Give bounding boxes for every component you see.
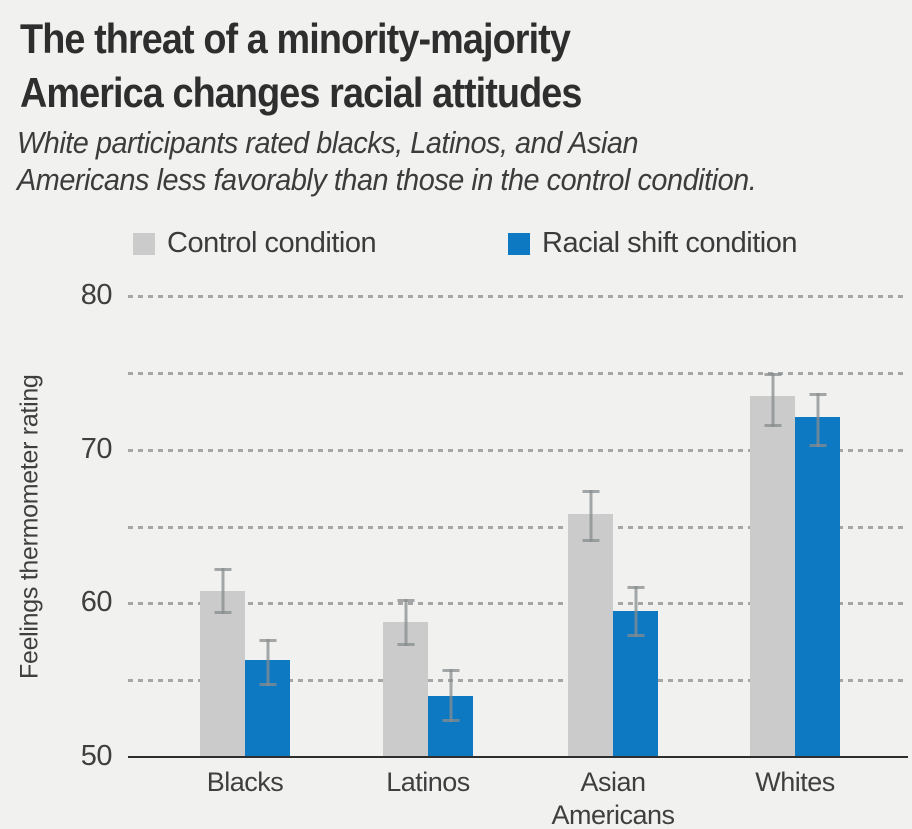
- error-bar-cap-bottom: [764, 423, 781, 427]
- error-bar-cap-top: [764, 372, 781, 376]
- bar-racial-shift-condition-whites: [795, 417, 840, 757]
- error-bar-cap-top: [582, 489, 599, 493]
- error-bar-cap-bottom: [214, 611, 231, 615]
- error-bar-control-condition-blacks: [214, 567, 232, 615]
- error-bar-racial-shift-condition-blacks: [259, 638, 277, 687]
- error-bar-stem: [404, 598, 407, 647]
- bar-control-condition-asian-americans: [568, 514, 613, 757]
- error-bar-racial-shift-condition-asian-americans: [627, 586, 645, 638]
- chart-subtitle-line-1: White participants rated blacks, Latinos…: [17, 125, 639, 160]
- error-bar-racial-shift-condition-whites: [809, 392, 827, 447]
- chart-title-line-1: The threat of a minority-majority: [20, 15, 571, 62]
- error-bar-cap-top: [259, 638, 276, 642]
- error-bar-stem: [221, 567, 224, 615]
- error-bar-stem: [266, 638, 269, 687]
- error-bar-cap-top: [214, 567, 231, 571]
- chart-title-line-2: America changes racial attitudes: [20, 69, 582, 116]
- y-tick-label-50: 50: [80, 740, 113, 772]
- gridline-70: [128, 448, 908, 452]
- error-bar-cap-bottom: [627, 634, 644, 638]
- plot-area: [128, 295, 908, 758]
- error-bar-cap-bottom: [259, 683, 276, 687]
- error-bar-cap-bottom: [397, 643, 414, 647]
- gridline-60: [128, 602, 908, 606]
- error-bar-control-condition-asian-americans: [582, 489, 600, 542]
- error-bar-cap-top: [397, 598, 414, 602]
- error-bar-cap-top: [442, 669, 459, 673]
- error-bar-control-condition-latinos: [397, 598, 415, 647]
- x-axis-line: [128, 756, 908, 758]
- gridline-75: [128, 371, 908, 375]
- error-bar-cap-top: [627, 586, 644, 590]
- y-axis-title: Feelings thermometer rating: [15, 374, 44, 679]
- error-bar-control-condition-whites: [764, 372, 782, 427]
- legend-item-racial-shift: Racial shift condition: [508, 227, 797, 260]
- bar-control-condition-whites: [750, 395, 795, 757]
- y-tick-label-60: 60: [80, 586, 113, 619]
- chart-subtitle: White participants rated blacks, Latinos…: [17, 124, 757, 198]
- y-tick-label-70: 70: [80, 432, 113, 465]
- error-bar-cap-bottom: [442, 718, 459, 722]
- error-bar-stem: [634, 586, 637, 638]
- gridline-55: [128, 679, 908, 683]
- chart-legend: Control condition Racial shift condition: [0, 227, 912, 261]
- error-bar-stem: [816, 392, 819, 447]
- legend-swatch-racial-shift: [508, 232, 530, 255]
- legend-swatch-control: [133, 232, 155, 255]
- x-label-asian-americans: Asian Americans: [551, 767, 675, 829]
- gridline-65: [128, 525, 908, 529]
- x-label-blacks: Blacks: [206, 767, 284, 797]
- legend-item-control: Control condition: [133, 227, 377, 260]
- error-bar-cap-bottom: [582, 538, 599, 542]
- x-label-latinos: Latinos: [386, 767, 470, 797]
- gridline-80: [128, 295, 908, 298]
- error-bar-racial-shift-condition-latinos: [442, 669, 460, 722]
- error-bar-cap-bottom: [809, 443, 826, 447]
- error-bar-cap-top: [809, 392, 826, 396]
- error-bar-stem: [449, 669, 452, 722]
- chart-title: The threat of a minority-majority Americ…: [20, 12, 582, 120]
- bar-control-condition-blacks: [200, 591, 245, 757]
- y-tick-label-80: 80: [80, 279, 113, 311]
- error-bar-stem: [771, 372, 774, 427]
- error-bar-stem: [589, 489, 592, 542]
- x-label-whites: Whites: [755, 767, 835, 797]
- legend-label-racial-shift: Racial shift condition: [542, 227, 797, 259]
- legend-label-control: Control condition: [167, 227, 377, 259]
- chart-subtitle-line-2: Americans less favorably than those in t…: [17, 162, 757, 197]
